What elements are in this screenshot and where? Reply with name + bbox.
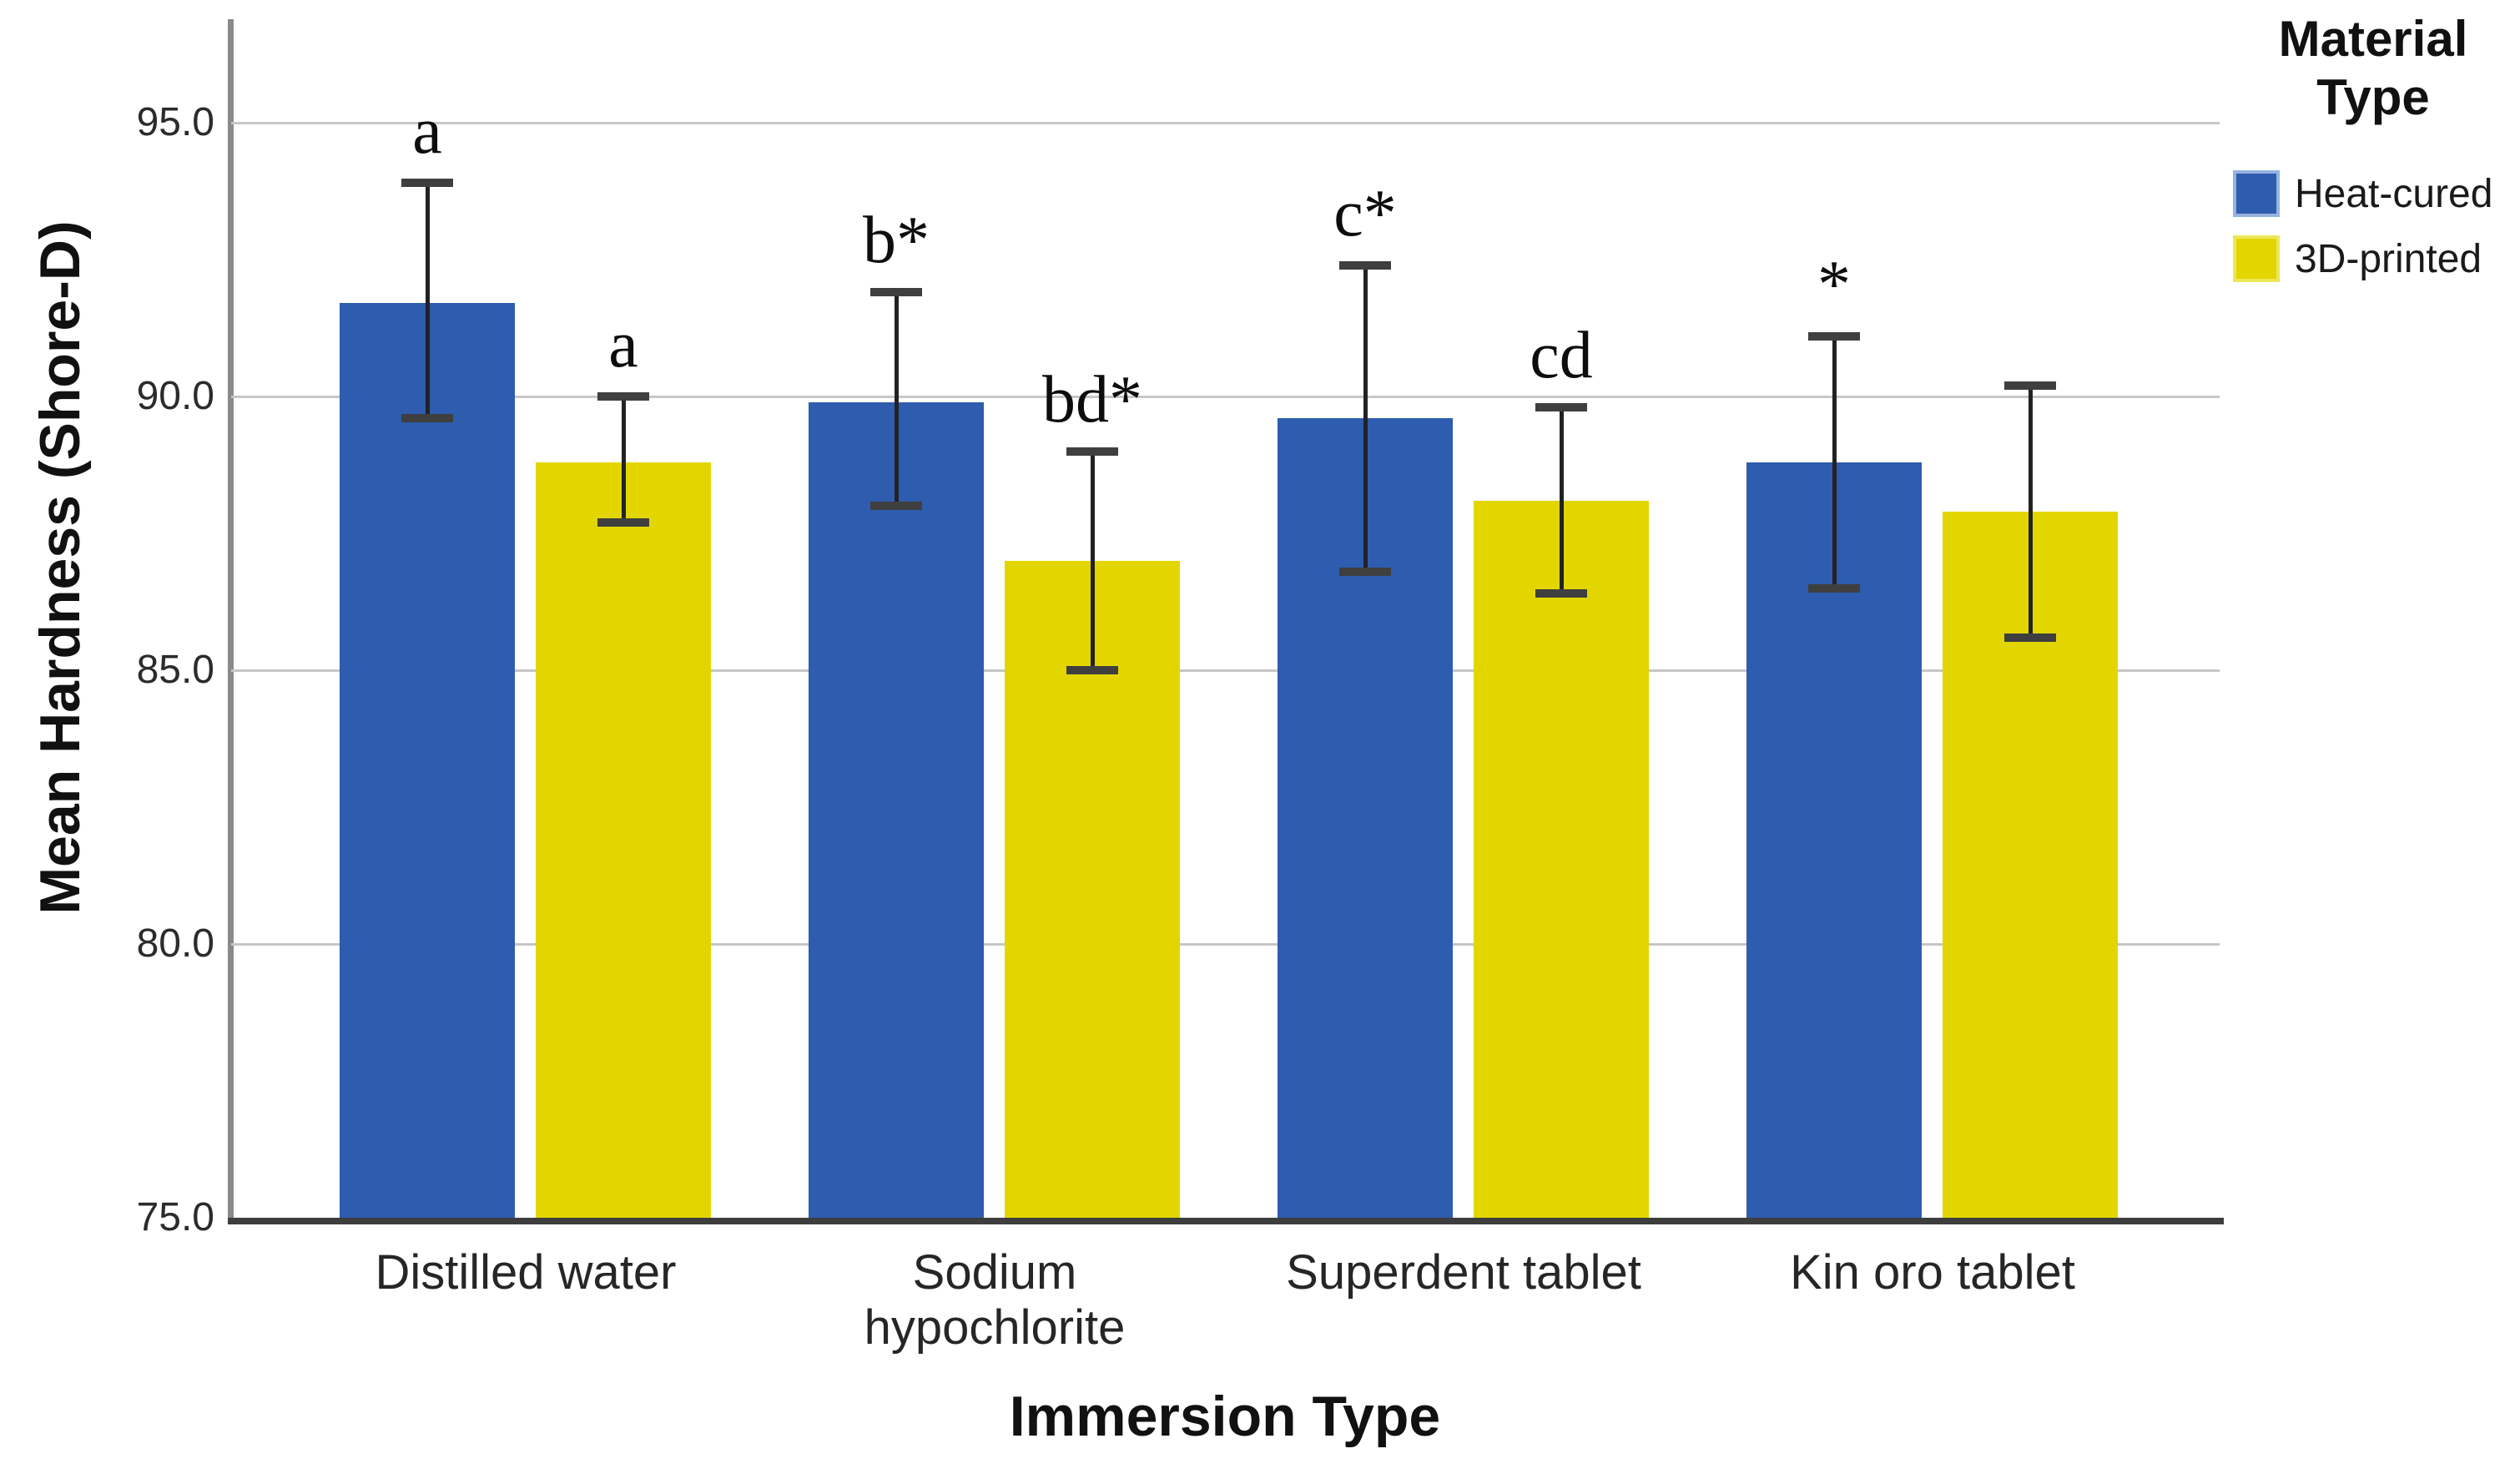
error-bar-cap-top [2004,381,2056,390]
error-bar-cap-bottom [401,414,453,422]
error-bar-cap-bottom [1066,666,1118,674]
y-tick-label: 90.0 [136,374,214,418]
legend-swatch [2233,170,2280,217]
significance-label: bd* [1042,363,1142,437]
y-axis-line [228,19,234,1224]
error-bar-cap-top [870,288,922,296]
gridline [231,122,2220,124]
significance-label: c* [1333,177,1397,250]
error-bar-cap-top [1339,261,1391,270]
x-axis-title: Immersion Type [1009,1385,1441,1448]
gridline [231,669,2220,672]
error-bar-line [1560,407,1564,593]
error-bar-cap-top [1535,403,1587,411]
error-bar-cap-top [401,179,453,187]
error-bar-cap-bottom [1535,589,1587,598]
legend-entry-label: 3D-printed [2295,237,2482,281]
error-bar-cap-bottom [597,518,649,527]
gridline [231,396,2220,398]
x-axis-line [228,1218,2224,1224]
bar [536,462,711,1218]
y-axis-title: Mean Hardness (Shore-D) [28,220,92,915]
x-tick-label: Distilled water [375,1245,677,1300]
bar [809,402,984,1218]
error-bar-line [426,183,430,418]
error-bar-cap-bottom [1339,568,1391,576]
significance-label: * [1817,248,1851,321]
error-bar-line [1832,336,1837,588]
error-bar-cap-bottom [1808,584,1860,593]
x-tick-label: Superdent tablet [1286,1245,1641,1300]
significance-label: a [608,308,638,381]
error-bar-cap-top [1808,332,1860,341]
significance-label: cd [1530,319,1593,392]
bar [340,303,515,1218]
gridline [231,943,2220,946]
x-tick-label: Sodium hypochlorite [864,1245,1126,1355]
y-tick-label: 95.0 [136,100,214,144]
legend-swatch [2233,235,2280,282]
error-bar-line [895,292,899,506]
error-bar-line [1363,265,1368,572]
error-bar-cap-top [1066,447,1118,456]
y-tick-label: 85.0 [136,648,214,692]
error-bar-line [1091,452,1095,670]
error-bar-line [622,396,626,522]
significance-label: a [412,94,442,168]
x-tick-label: Kin oro tablet [1790,1245,2075,1300]
bar [1474,501,1649,1218]
error-bar-cap-bottom [2004,633,2056,642]
y-tick-label: 75.0 [136,1195,214,1239]
error-bar-cap-top [597,392,649,401]
legend-entry-label: Heat-cured [2295,172,2493,216]
legend-title: Material Type [2278,11,2468,125]
significance-label: b* [863,204,930,277]
error-bar-cap-bottom [870,502,922,510]
y-tick-label: 80.0 [136,921,214,966]
error-bar-line [2029,386,2033,638]
